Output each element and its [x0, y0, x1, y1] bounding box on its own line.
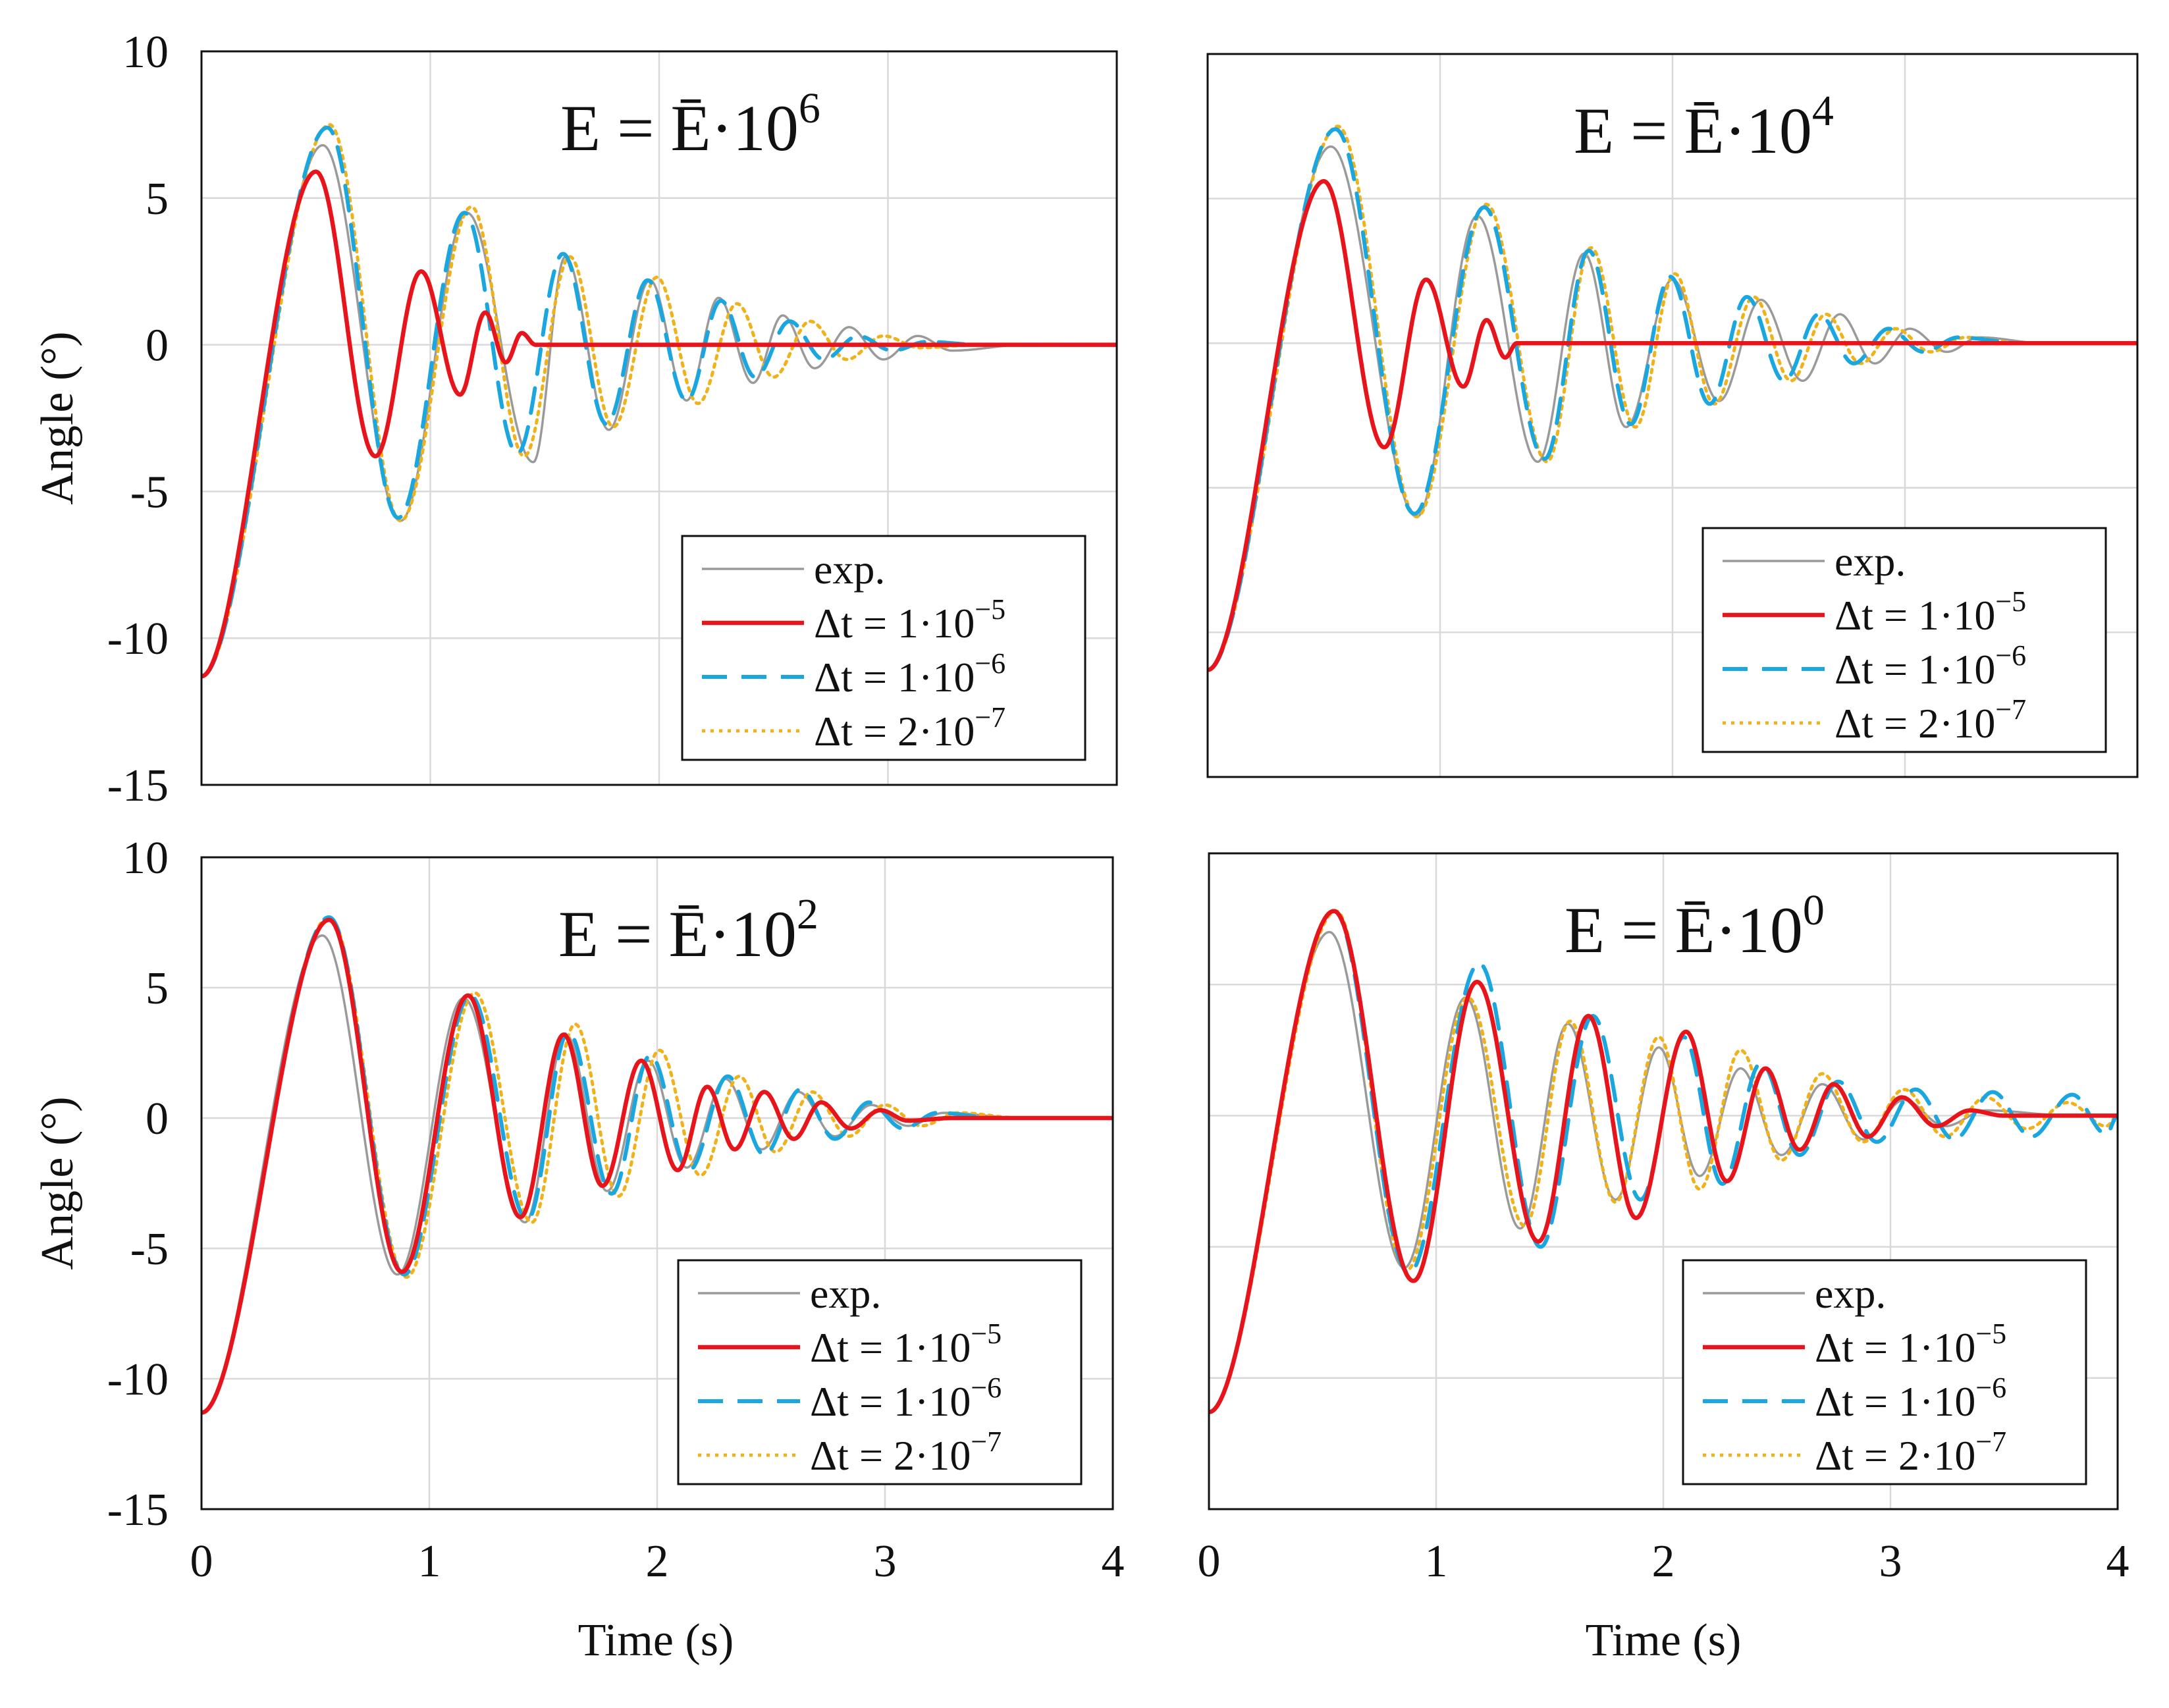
x-tick-label: 3: [874, 1536, 897, 1587]
y-tick-label: 5: [146, 174, 169, 225]
legend-label-dt1e6: Δt = 1·10−6: [810, 1372, 1002, 1425]
y-tick-label: -10: [107, 614, 169, 664]
x-tick-label: 2: [646, 1536, 669, 1587]
legend-label-dt1e5: Δt = 1·10−5: [814, 593, 1005, 647]
legend-label-dt2e7: Δt = 2·10−7: [814, 701, 1005, 755]
legend: exp.Δt = 1·10−5Δt = 1·10−6Δt = 2·10−7: [1701, 527, 2107, 753]
plot-frame: [1206, 53, 2139, 778]
y-axis-title: Angle (°): [32, 331, 83, 504]
legend-label-dt1e5: Δt = 1·10−5: [810, 1318, 1002, 1371]
series-group: [1209, 909, 2118, 1414]
x-tick-label: 0: [1198, 1536, 1221, 1587]
x-tick-label: 1: [418, 1536, 441, 1587]
legend-label-dt1e6: Δt = 1·10−6: [1834, 639, 2026, 693]
legend: exp.Δt = 1·10−5Δt = 1·10−6Δt = 2·10−7: [1682, 1259, 2087, 1485]
legend-label-dt1e5: Δt = 1·10−5: [1834, 585, 2026, 639]
y-axis-title: Angle (°): [32, 1096, 83, 1269]
legend-label-exp: exp.: [810, 1270, 881, 1317]
plot-frame: [200, 50, 1118, 786]
y-tick-label: -5: [130, 1224, 169, 1275]
legend: exp.Δt = 1·10−5Δt = 1·10−6Δt = 2·10−7: [681, 535, 1086, 761]
y-tick-label: 10: [122, 833, 169, 884]
legend-label-dt2e7: Δt = 2·10−7: [810, 1426, 1002, 1479]
x-tick-label: 2: [1652, 1536, 1675, 1587]
x-axis-title-right: Time (s): [1586, 1615, 1742, 1666]
panel-title: E = Ē·102: [558, 890, 818, 971]
y-tick-label: 5: [146, 963, 169, 1014]
panel-title: E = Ē·104: [1574, 87, 1834, 167]
legend: exp.Δt = 1·10−5Δt = 1·10−6Δt = 2·10−7: [677, 1259, 1083, 1485]
panel-bottom-right: 0 1 2 3 4 E = Ē·100 exp.Δt = 1·10−5Δt = 1·10−6…: [1198, 852, 2129, 1587]
legend-label-exp: exp.: [1815, 1270, 1886, 1317]
legend-label-exp: exp.: [1834, 538, 1906, 585]
y-tick-label: 0: [146, 321, 169, 371]
legend-label-dt2e7: Δt = 2·10−7: [1834, 693, 2026, 747]
y-tick-label: -15: [107, 1485, 169, 1535]
panel-title: E = Ē·100: [1565, 886, 1825, 967]
x-tick-label: 3: [1879, 1536, 1902, 1587]
x-tick-label: 1: [1425, 1536, 1448, 1587]
series-line-dt2e7: [1208, 124, 2137, 672]
series-line-dt1e5: [201, 169, 1117, 679]
legend-label-dt1e6: Δt = 1·10−6: [814, 647, 1005, 701]
y-tick-label: 0: [146, 1094, 169, 1144]
x-tick-label: 0: [190, 1536, 213, 1587]
panel-title: E = Ē·106: [560, 84, 820, 165]
plot-frame: [200, 856, 1114, 1510]
series-group: [1208, 124, 2137, 672]
y-tick-label: -5: [130, 467, 169, 518]
series-line-dt1e5: [1208, 179, 2137, 672]
series-line-dt1e5: [1209, 909, 2118, 1414]
series-line-dt1e5: [201, 917, 1113, 1415]
x-tick-label: 4: [1102, 1536, 1125, 1587]
legend-label-exp: exp.: [814, 546, 885, 593]
plot-frame: [1208, 852, 2119, 1510]
y-tick-label: 10: [122, 27, 169, 78]
y-tick-label: -10: [107, 1354, 169, 1405]
x-tick-label: 4: [2106, 1536, 2129, 1587]
figure-labels: Time (s) Time (s): [578, 1615, 1742, 1666]
panel-top-right: E = Ē·104 exp.Δt = 1·10−5Δt = 1·10−6Δt = …: [1206, 53, 2139, 778]
legend-label-dt1e5: Δt = 1·10−5: [1815, 1318, 2006, 1371]
series-group: [201, 122, 1117, 679]
legend-label-dt2e7: Δt = 2·10−7: [1815, 1426, 2006, 1479]
x-axis-title-left: Time (s): [578, 1615, 734, 1666]
series-group: [201, 915, 1113, 1415]
series-line-dt1e6: [1208, 127, 2137, 672]
legend-label-dt1e6: Δt = 1·10−6: [1815, 1372, 2006, 1425]
y-tick-label: -15: [107, 761, 169, 811]
